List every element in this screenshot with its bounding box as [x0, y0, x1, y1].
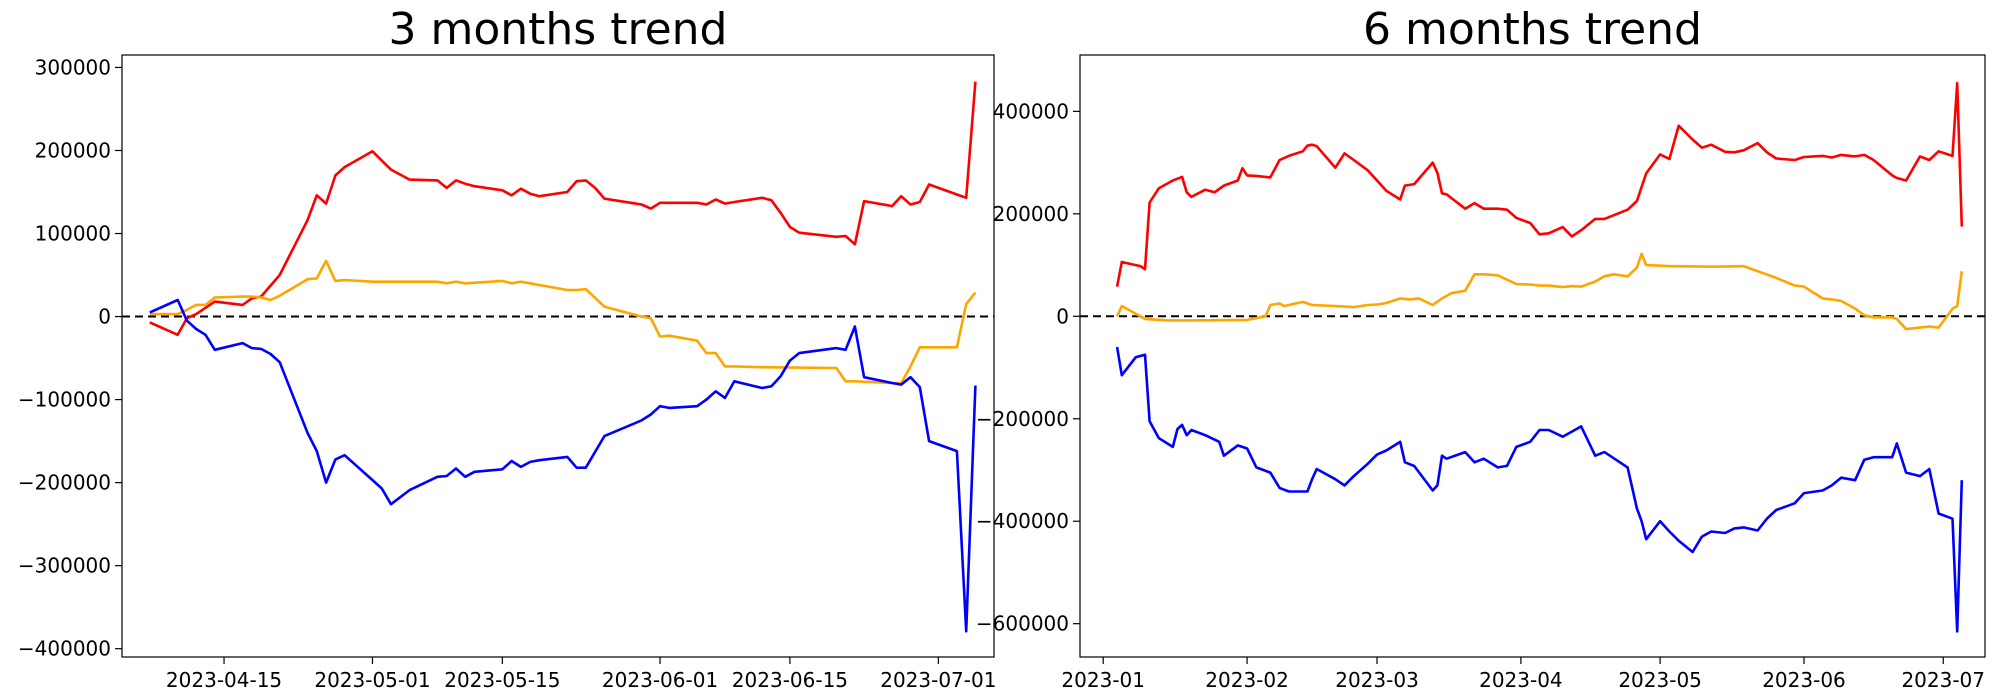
- chart-title: 3 months trend: [389, 4, 728, 55]
- series-line-0: [1115, 81, 1964, 287]
- x-tick-label: 2023-03: [1335, 668, 1419, 692]
- y-tick-label: 200000: [35, 138, 111, 162]
- y-tick-label: 100000: [35, 222, 111, 246]
- chart-3-months: 3 months trend 300000 200000 100000 0 −100000…: [18, 4, 997, 692]
- x-tick-label: 2023-01: [1061, 668, 1145, 692]
- series-line-2: [149, 298, 977, 633]
- series-line-1: [149, 259, 977, 385]
- x-tick-label: 2023-05-01: [314, 668, 430, 692]
- x-tick-label: 2023-05-15: [444, 668, 560, 692]
- x-tick-label: 2023-04: [1479, 668, 1563, 692]
- y-tick-label: −300000: [18, 554, 111, 578]
- x-tick-label: 2023-06-01: [602, 668, 718, 692]
- y-tick-label: −400000: [18, 637, 111, 661]
- series-line-0: [149, 81, 977, 337]
- plot-frame: [1079, 54, 1986, 658]
- chart-title: 6 months trend: [1363, 4, 1702, 55]
- x-tick-label: 2023-07: [1901, 668, 1985, 692]
- x-tick-label: 2023-04-15: [166, 668, 282, 692]
- y-tick-label: −400000: [976, 509, 1069, 533]
- series-line-1: [1115, 252, 1964, 331]
- x-tick-label: 2023-06: [1762, 668, 1846, 692]
- y-tick-label: 200000: [993, 202, 1069, 226]
- y-tick-label: −200000: [976, 407, 1069, 431]
- y-tick-label: 400000: [993, 99, 1069, 123]
- x-tick-label: 2023-06-15: [732, 668, 848, 692]
- x-tick-label: 2023-07-01: [880, 668, 996, 692]
- y-tick-label: −200000: [18, 471, 111, 495]
- x-tick-label: 2023-02: [1205, 668, 1289, 692]
- x-tick-label: 2023-05: [1618, 668, 1702, 692]
- chart-6-months: 6 months trend 400000 200000 0 −200000 −40000…: [976, 4, 1986, 692]
- y-tick-label: −600000: [976, 612, 1069, 636]
- series-line-2: [1115, 346, 1964, 633]
- y-tick-label: −100000: [18, 388, 111, 412]
- y-tick-label: 0: [98, 305, 111, 329]
- plot-frame: [121, 54, 995, 658]
- y-tick-label: 300000: [35, 55, 111, 79]
- y-tick-label: 0: [1056, 304, 1069, 328]
